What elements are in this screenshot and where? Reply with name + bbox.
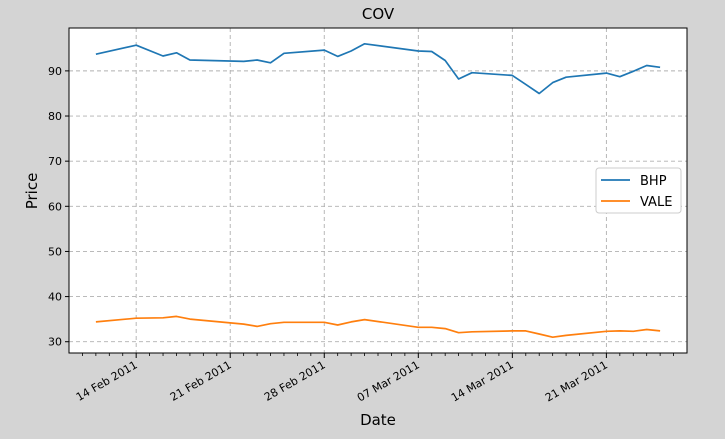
series-line-bhp	[95, 42, 661, 95]
y-tick-label: 70	[48, 155, 62, 168]
y-tick-label: 40	[48, 291, 62, 304]
y-tick-label: 30	[48, 336, 62, 349]
y-tick-label: 60	[48, 200, 62, 213]
series-line-vale	[95, 315, 661, 339]
series-layer	[95, 42, 661, 339]
legend-label-bhp: BHP	[640, 174, 667, 189]
y-tick-label: 50	[48, 245, 62, 258]
y-tick-label: 90	[48, 65, 62, 78]
plot-area	[69, 28, 687, 353]
x-axis-label: Date	[360, 411, 396, 429]
chart-title: COV	[362, 5, 395, 23]
y-axis: 30 40 50 60 70 80 90	[48, 65, 69, 349]
legend: BHP VALE	[595, 167, 682, 214]
y-tick-label: 80	[48, 110, 62, 123]
legend-label-vale: VALE	[640, 195, 672, 210]
y-axis-label: Price	[23, 173, 41, 210]
grid	[69, 28, 687, 353]
